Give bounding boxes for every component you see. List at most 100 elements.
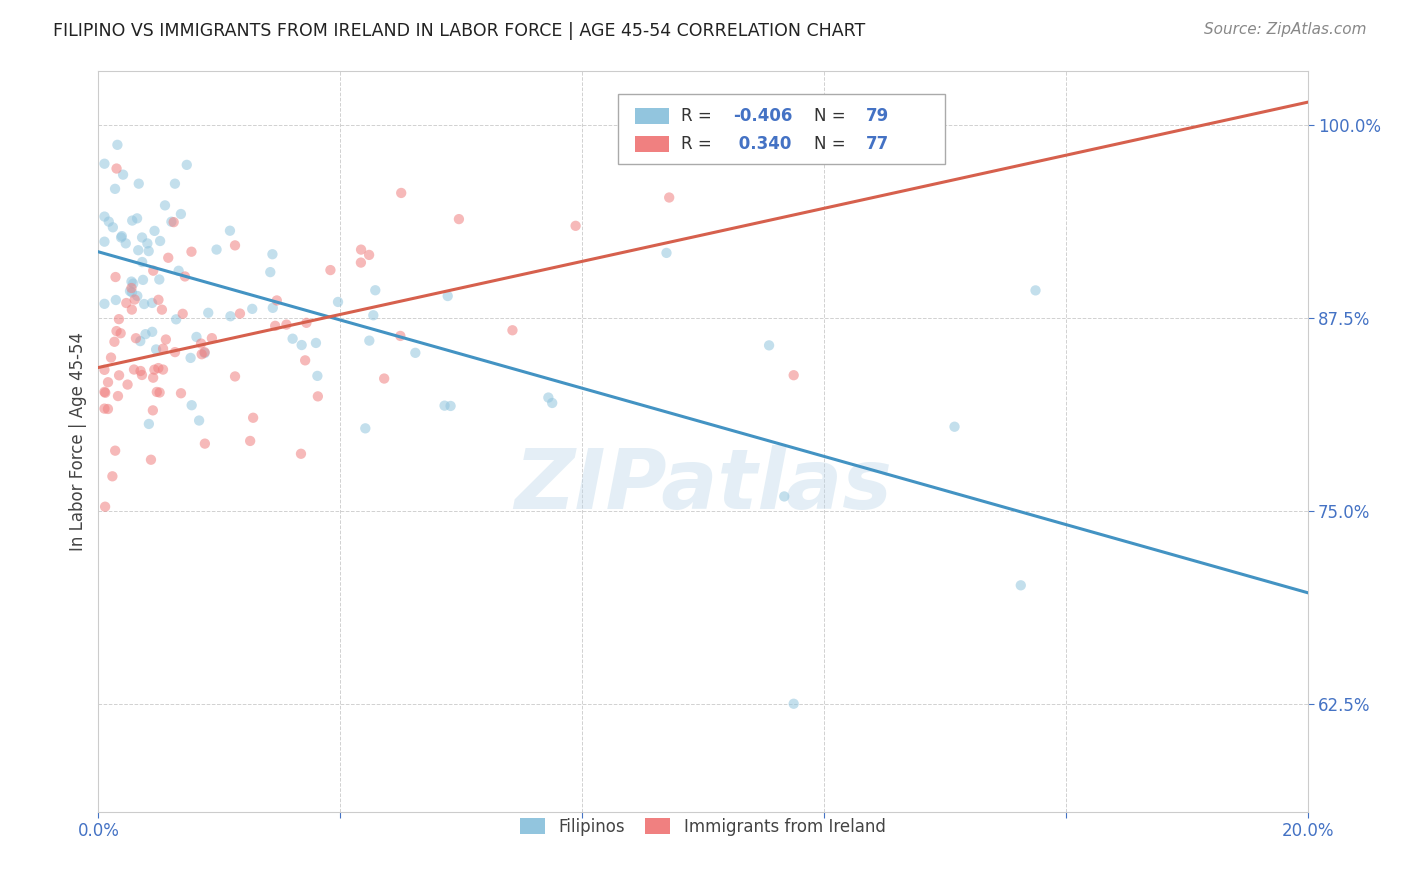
Point xyxy=(281,332,304,346)
Point xyxy=(112,168,135,182)
Point xyxy=(125,211,148,226)
Text: 0.340: 0.340 xyxy=(734,135,792,153)
Point xyxy=(194,345,217,359)
Point xyxy=(103,334,125,349)
Point xyxy=(359,248,381,262)
Point xyxy=(145,343,167,357)
Point xyxy=(125,331,148,345)
Point xyxy=(97,401,120,416)
Point xyxy=(326,295,349,310)
Point xyxy=(121,285,143,300)
Point xyxy=(307,389,329,403)
Point xyxy=(131,230,153,244)
Point xyxy=(142,263,165,277)
Point xyxy=(101,220,124,235)
Bar xyxy=(636,136,669,152)
Point xyxy=(104,270,127,285)
Point xyxy=(138,417,160,431)
Legend: Filipinos, Immigrants from Ireland: Filipinos, Immigrants from Ireland xyxy=(512,809,894,844)
Point xyxy=(224,369,246,384)
Point xyxy=(172,307,194,321)
Point xyxy=(176,158,198,172)
Point xyxy=(186,330,208,344)
Point xyxy=(124,293,146,307)
Point xyxy=(136,236,159,251)
Point xyxy=(148,361,170,376)
Point xyxy=(219,310,242,324)
Point xyxy=(389,186,412,200)
Point xyxy=(537,391,560,405)
Point xyxy=(433,399,456,413)
Point xyxy=(389,329,412,343)
Point xyxy=(105,324,128,338)
Point xyxy=(240,301,263,316)
Point xyxy=(205,243,228,257)
Point xyxy=(122,362,145,376)
Point xyxy=(229,307,252,321)
Point xyxy=(127,289,149,303)
Point xyxy=(148,272,170,286)
Y-axis label: In Labor Force | Age 45-54: In Labor Force | Age 45-54 xyxy=(69,332,87,551)
Point xyxy=(564,219,586,233)
Point xyxy=(943,419,966,434)
Point xyxy=(163,177,186,191)
Point xyxy=(142,403,165,417)
Point xyxy=(100,351,122,365)
Point xyxy=(127,243,149,257)
Point xyxy=(262,301,284,315)
Point xyxy=(188,413,211,427)
Point xyxy=(655,246,678,260)
Point xyxy=(194,436,217,450)
Point xyxy=(359,334,381,348)
Text: Source: ZipAtlas.com: Source: ZipAtlas.com xyxy=(1204,22,1367,37)
Point xyxy=(132,273,155,287)
Point xyxy=(148,293,170,307)
Point xyxy=(354,421,377,435)
Text: -0.406: -0.406 xyxy=(734,107,793,125)
Text: 79: 79 xyxy=(866,107,890,125)
Point xyxy=(295,316,318,330)
Point xyxy=(97,214,120,228)
Point xyxy=(190,347,212,361)
Point xyxy=(121,213,143,227)
Point xyxy=(290,447,312,461)
Point xyxy=(501,323,523,337)
Point xyxy=(783,368,806,383)
Point xyxy=(242,410,264,425)
Point xyxy=(134,297,156,311)
Point xyxy=(155,333,177,347)
Point xyxy=(114,236,136,251)
Point xyxy=(104,182,127,196)
Point xyxy=(773,490,796,504)
Point xyxy=(658,190,681,204)
Point xyxy=(350,243,373,257)
Point xyxy=(101,469,124,483)
Point xyxy=(197,306,219,320)
Point xyxy=(121,302,143,317)
Point xyxy=(93,363,115,377)
Point xyxy=(129,334,152,348)
Text: ZIPatlas: ZIPatlas xyxy=(515,445,891,526)
Point xyxy=(139,452,162,467)
Point xyxy=(134,327,156,342)
Text: N =: N = xyxy=(814,107,851,125)
Point xyxy=(180,244,202,259)
Point xyxy=(194,346,217,360)
Point xyxy=(94,500,117,514)
Point xyxy=(104,293,127,307)
Text: FILIPINO VS IMMIGRANTS FROM IRELAND IN LABOR FORCE | AGE 45-54 CORRELATION CHART: FILIPINO VS IMMIGRANTS FROM IRELAND IN L… xyxy=(53,22,866,40)
Point xyxy=(108,368,131,383)
Point xyxy=(142,370,165,384)
Point xyxy=(266,293,288,308)
Point xyxy=(108,312,131,326)
Point xyxy=(319,263,342,277)
Point xyxy=(163,215,186,229)
Point xyxy=(115,296,138,310)
Point xyxy=(122,277,145,291)
Point xyxy=(439,399,461,413)
Point xyxy=(110,326,132,341)
Point xyxy=(758,338,780,352)
Point xyxy=(141,296,163,310)
Point xyxy=(294,353,316,368)
Point xyxy=(180,398,202,412)
